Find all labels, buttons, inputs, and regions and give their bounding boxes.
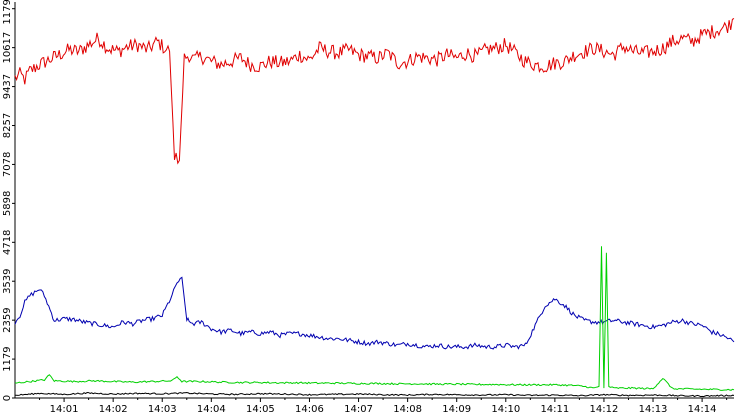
- x-tick-label: 14:11: [540, 404, 569, 415]
- y-tick-label: 0: [2, 395, 13, 401]
- x-tick-label: 14:03: [148, 404, 177, 415]
- y-tick-label: 7078: [2, 152, 13, 177]
- y-tick-label: 4718: [2, 230, 13, 255]
- x-tick-label: 14:06: [295, 404, 324, 415]
- plot-area: [14, 2, 734, 399]
- y-tick-label: 1179: [2, 346, 13, 371]
- y-tick-label: 2359: [2, 307, 13, 332]
- y-tick-label: 9437: [2, 74, 13, 99]
- series-line-3: [14, 246, 735, 391]
- x-tick-label: 14:10: [491, 404, 520, 415]
- x-tick-label: 14:09: [442, 404, 471, 415]
- series-line-2: [14, 276, 735, 350]
- y-tick-label: 8257: [2, 113, 13, 138]
- x-tick-label: 14:02: [99, 404, 128, 415]
- x-tick-label: 14:13: [639, 404, 668, 415]
- x-tick-label: 14:12: [590, 404, 619, 415]
- y-axis: 0 1179 2359 3539 4718 5898 7078 8257 9437 10617 11…: [2, 0, 15, 401]
- x-tick-label: 14:07: [344, 404, 373, 415]
- series-layer: [14, 18, 735, 398]
- series-line-4: [14, 391, 735, 398]
- x-tick-label: 14:04: [197, 404, 226, 415]
- x-tick-label: 14:01: [50, 404, 79, 415]
- y-tick-label: 5898: [2, 191, 13, 216]
- x-tick-label: 14:14: [688, 404, 717, 415]
- y-tick-label: 3539: [2, 268, 13, 293]
- x-axis: 14:01 14:02 14:03 14:04 14:05 14:06 14:07 14:08…: [39, 398, 728, 415]
- y-tick-label: 11797: [2, 0, 13, 25]
- x-tick-label: 14:05: [246, 404, 275, 415]
- x-tick-label: 14:08: [393, 404, 422, 415]
- y-tick-label: 10617: [2, 32, 13, 64]
- series-line-1: [14, 18, 735, 165]
